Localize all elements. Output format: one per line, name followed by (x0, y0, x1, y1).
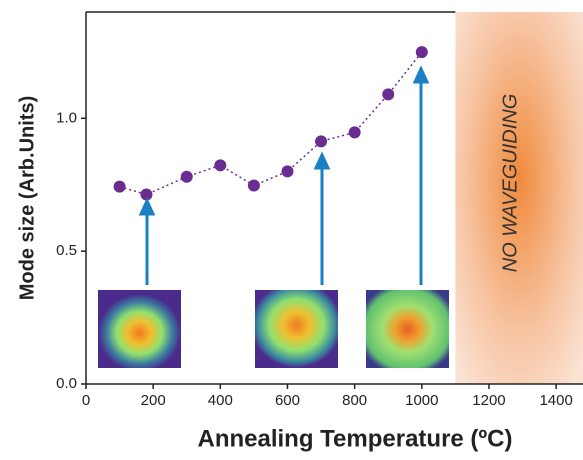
x-tick-label: 800 (342, 392, 367, 409)
x-tick-label: 1000 (405, 392, 438, 409)
series-line (120, 52, 422, 194)
x-tick-label: 600 (275, 392, 300, 409)
data-point (315, 135, 327, 147)
mode-image (366, 290, 449, 368)
y-axis-title: Mode size (Arb.Units) (16, 96, 38, 300)
arrowhead (316, 155, 328, 168)
data-point (382, 88, 394, 100)
data-point (214, 159, 226, 171)
data-point (114, 181, 126, 193)
mode-image (98, 290, 181, 368)
y-tick-label: 1.0 (56, 109, 77, 126)
x-tick-label: 400 (208, 392, 233, 409)
data-point (349, 126, 361, 138)
y-tick-label: 0.5 (56, 242, 77, 259)
data-point (281, 165, 293, 177)
data-point (248, 180, 260, 192)
x-tick-label: 1200 (472, 392, 505, 409)
data-point (181, 171, 193, 183)
chart: NO WAVEGUIDING 0.0 0.5 1.0 0 200 400 600 800 1000… (0, 0, 583, 460)
x-axis-title: Annealing Temperature (ºC) (197, 425, 512, 452)
y-tick-label: 0.0 (56, 375, 77, 392)
x-tick-label: 1400 (539, 392, 572, 409)
arrowhead (141, 201, 153, 214)
arrowhead (415, 69, 427, 82)
x-tick-label: 200 (141, 392, 166, 409)
data-point (416, 46, 428, 58)
x-tick-label: 0 (82, 392, 90, 409)
mode-image (255, 290, 338, 368)
annotation: NO WAVEGUIDING (499, 94, 521, 273)
